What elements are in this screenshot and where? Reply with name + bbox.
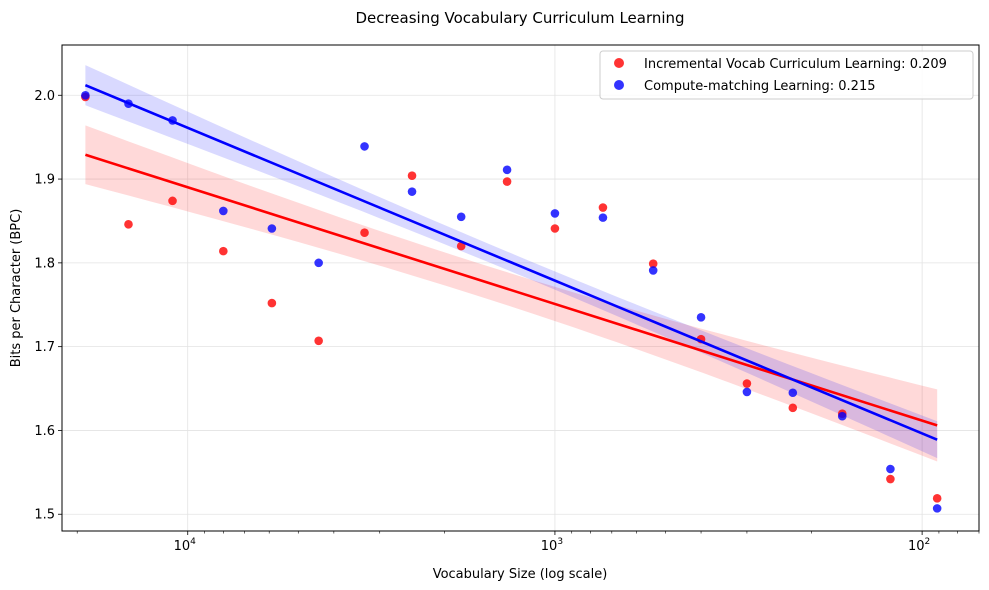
data-point-compute <box>502 165 512 175</box>
y-tick-label: 1.8 <box>34 256 55 271</box>
chart-title: Decreasing Vocabulary Curriculum Learnin… <box>355 9 684 27</box>
confidence-band-incremental <box>85 125 938 462</box>
data-point-incremental <box>550 224 560 233</box>
data-point-compute <box>886 464 895 474</box>
legend-label-compute: Compute-matching Learning: 0.215 <box>644 79 876 94</box>
legend-label-incremental: Incremental Vocab Curriculum Learning: 0… <box>644 57 947 72</box>
x-tick-base: 10 <box>541 539 558 554</box>
plot-frame <box>61 44 980 532</box>
y-axis-title: Bits per Character (BPC) <box>9 209 24 368</box>
legend-box <box>599 50 974 100</box>
y-tick-label: 1.9 <box>34 173 55 188</box>
data-point-incremental <box>742 379 752 388</box>
legend-marker-compute <box>614 80 624 90</box>
data-point-compute <box>932 504 942 513</box>
y-tick-label: 1.5 <box>34 508 55 523</box>
grid <box>62 45 979 531</box>
data-points <box>81 90 942 513</box>
data-point-incremental <box>788 403 798 413</box>
data-point-compute <box>648 266 658 275</box>
data-point-incremental <box>598 203 608 212</box>
data-point-compute <box>360 142 369 151</box>
data-point-incremental <box>456 241 466 251</box>
x-tick-label: 103 <box>541 537 563 554</box>
data-point-compute <box>742 387 752 397</box>
x-tick-base: 10 <box>908 539 925 554</box>
data-point-incremental <box>124 220 133 229</box>
data-point-incremental <box>407 171 417 181</box>
regression-line-compute <box>84 84 938 441</box>
y-tick-label: 1.6 <box>34 424 55 439</box>
data-point-compute <box>219 206 228 216</box>
x-tick-label: 102 <box>908 537 930 554</box>
data-point-incremental <box>267 298 277 308</box>
x-tick-exponent: 3 <box>557 537 563 547</box>
data-point-compute <box>81 90 90 100</box>
regression-line-incremental <box>84 153 938 427</box>
data-point-compute <box>696 313 706 322</box>
legend-marker-incremental <box>614 58 624 68</box>
x-tick-exponent: 2 <box>925 537 931 547</box>
data-point-compute <box>598 213 608 222</box>
data-point-incremental <box>648 259 658 269</box>
data-point-incremental <box>360 228 369 237</box>
x-tick-label: 104 <box>174 537 197 554</box>
data-point-incremental <box>219 246 228 256</box>
data-point-incremental <box>314 336 323 346</box>
x-axis-ticks: 104 103 102 <box>76 531 980 554</box>
data-point-compute <box>456 212 466 222</box>
data-point-compute <box>407 187 417 196</box>
regression-lines <box>84 84 938 441</box>
data-point-incremental <box>502 177 512 186</box>
legend: Incremental Vocab Curriculum Learning: 0… <box>599 50 974 100</box>
x-axis-title: Vocabulary Size (log scale) <box>433 567 608 582</box>
y-axis-ticks: 1.5 1.6 1.7 1.8 1.9 2.0 <box>34 89 62 523</box>
data-point-compute <box>550 209 560 218</box>
y-tick-label: 2.0 <box>34 89 55 104</box>
data-point-compute <box>314 258 323 268</box>
y-tick-label: 1.7 <box>34 340 55 355</box>
x-tick-base: 10 <box>174 539 191 554</box>
x-tick-exponent: 4 <box>190 537 196 547</box>
data-point-incremental <box>168 196 177 206</box>
data-point-compute <box>267 224 277 233</box>
data-point-compute <box>788 388 798 398</box>
data-point-compute <box>837 411 847 421</box>
data-point-incremental <box>932 494 942 503</box>
data-point-incremental <box>886 474 895 484</box>
